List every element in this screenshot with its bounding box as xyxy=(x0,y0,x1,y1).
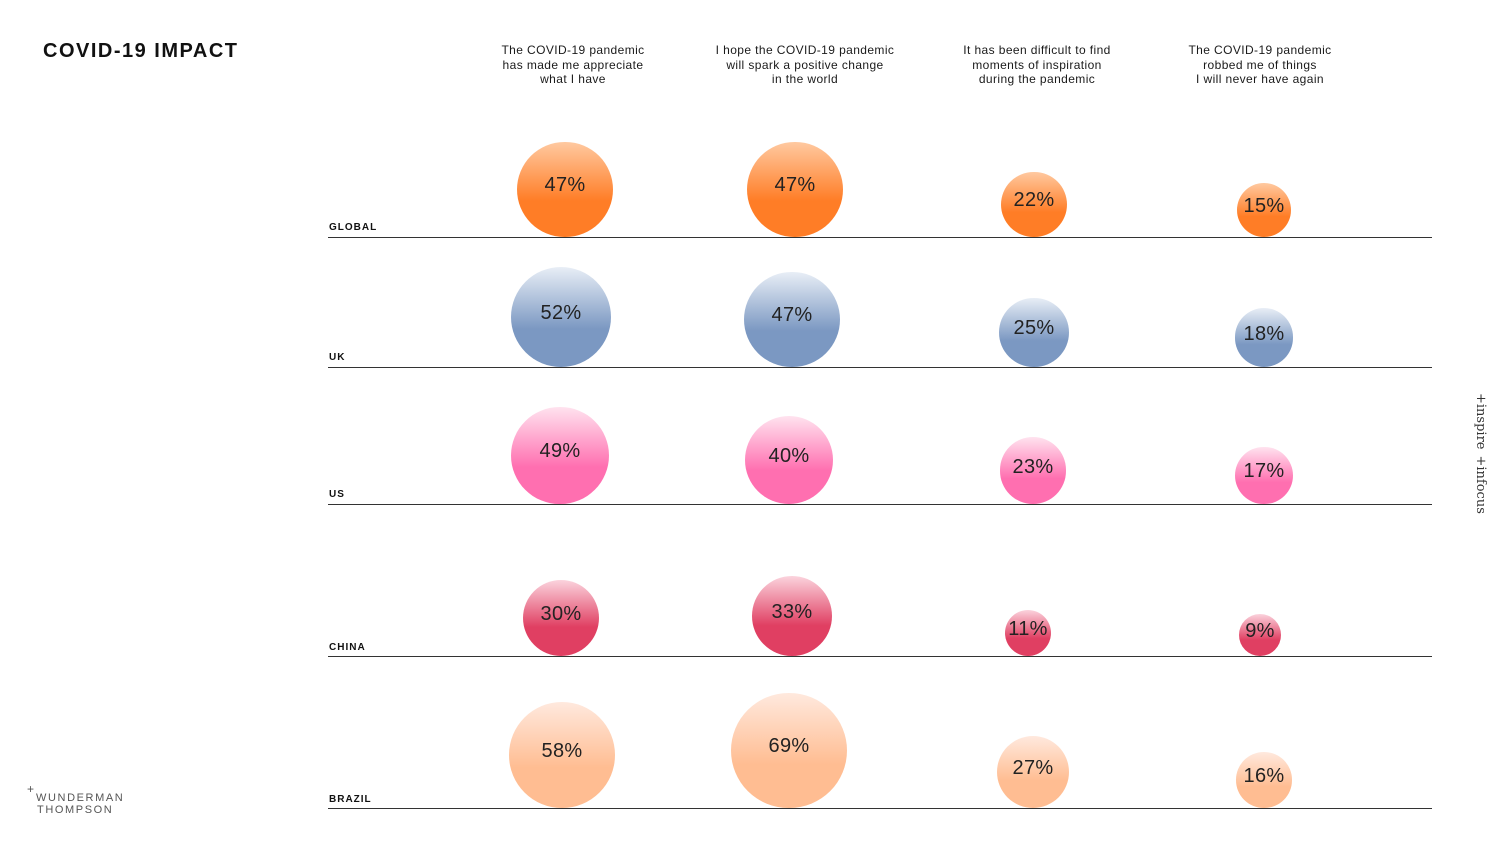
side-brand-infocus: +infocus xyxy=(1473,455,1489,514)
bubble-brazil-3 xyxy=(996,735,1070,808)
row-label-brazil: BRAZIL xyxy=(329,794,372,805)
value-label-global-2: 47% xyxy=(774,174,816,197)
baseline-global xyxy=(328,237,1432,238)
bubble-brazil-4 xyxy=(1236,752,1292,808)
column-header-3: It has been difficult to find moments of… xyxy=(963,43,1111,86)
row-label-uk: UK xyxy=(329,352,346,363)
bubble-global-4 xyxy=(1237,183,1291,237)
bubble-uk-2 xyxy=(744,271,840,367)
bubble-us-4 xyxy=(1235,446,1293,504)
value-label-china-4: 9% xyxy=(1245,620,1275,643)
row-label-china: CHINA xyxy=(329,642,366,653)
side-brand-inspire: +inspire xyxy=(1473,393,1489,450)
bubble-global-2 xyxy=(747,141,843,237)
logo-line-2: THOMPSON xyxy=(37,804,114,816)
value-label-global-4: 15% xyxy=(1243,195,1285,218)
column-header-1: The COVID-19 pandemic has made me apprec… xyxy=(501,43,645,86)
value-label-uk-1: 52% xyxy=(540,301,582,324)
value-label-brazil-4: 16% xyxy=(1243,765,1285,788)
column-header-2: I hope the COVID-19 pandemic will spark … xyxy=(715,43,895,86)
row-label-global: GLOBAL xyxy=(329,222,378,233)
value-label-uk-4: 18% xyxy=(1243,322,1285,345)
baseline-us xyxy=(328,504,1432,505)
bubble-china-2 xyxy=(752,576,832,656)
value-label-china-2: 33% xyxy=(771,601,813,624)
bubble-uk-1 xyxy=(510,266,612,367)
bubble-us-3 xyxy=(999,437,1067,504)
value-label-us-3: 23% xyxy=(1012,455,1054,478)
value-label-us-1: 49% xyxy=(539,440,581,463)
value-label-uk-2: 47% xyxy=(771,304,813,327)
bubble-china-4 xyxy=(1239,614,1281,656)
row-label-us: US xyxy=(329,489,345,500)
side-brand: +inspire +infocus xyxy=(1472,393,1490,514)
page-title: COVID-19 IMPACT xyxy=(43,40,239,62)
value-label-china-3: 11% xyxy=(1008,617,1048,640)
value-label-global-1: 47% xyxy=(544,174,586,197)
bubble-us-2 xyxy=(745,416,833,504)
logo-plus-icon: + xyxy=(27,782,36,796)
value-label-brazil-3: 27% xyxy=(1012,756,1054,779)
value-label-china-1: 30% xyxy=(540,602,582,625)
bubble-china-3 xyxy=(1004,609,1052,656)
value-label-brazil-1: 58% xyxy=(541,740,583,763)
bubble-brazil-2 xyxy=(731,692,847,808)
bubble-uk-4 xyxy=(1234,308,1294,367)
column-header-4: The COVID-19 pandemic robbed me of thing… xyxy=(1188,43,1332,86)
value-label-global-3: 22% xyxy=(1013,189,1055,212)
value-label-us-2: 40% xyxy=(768,445,810,468)
baseline-china xyxy=(328,656,1432,657)
value-label-uk-3: 25% xyxy=(1013,317,1055,340)
logo-line-1: WUNDERMAN xyxy=(36,792,125,804)
bubble-us-1 xyxy=(511,406,609,504)
value-label-us-4: 17% xyxy=(1243,460,1285,483)
baseline-uk xyxy=(328,367,1432,368)
bubble-global-3 xyxy=(1001,171,1067,237)
bubble-global-1 xyxy=(517,141,613,237)
bubble-china-1 xyxy=(522,579,600,656)
baseline-brazil xyxy=(328,808,1432,809)
value-label-brazil-2: 69% xyxy=(768,735,810,758)
bubble-uk-3 xyxy=(999,297,1069,367)
bubble-brazil-1 xyxy=(509,702,615,808)
